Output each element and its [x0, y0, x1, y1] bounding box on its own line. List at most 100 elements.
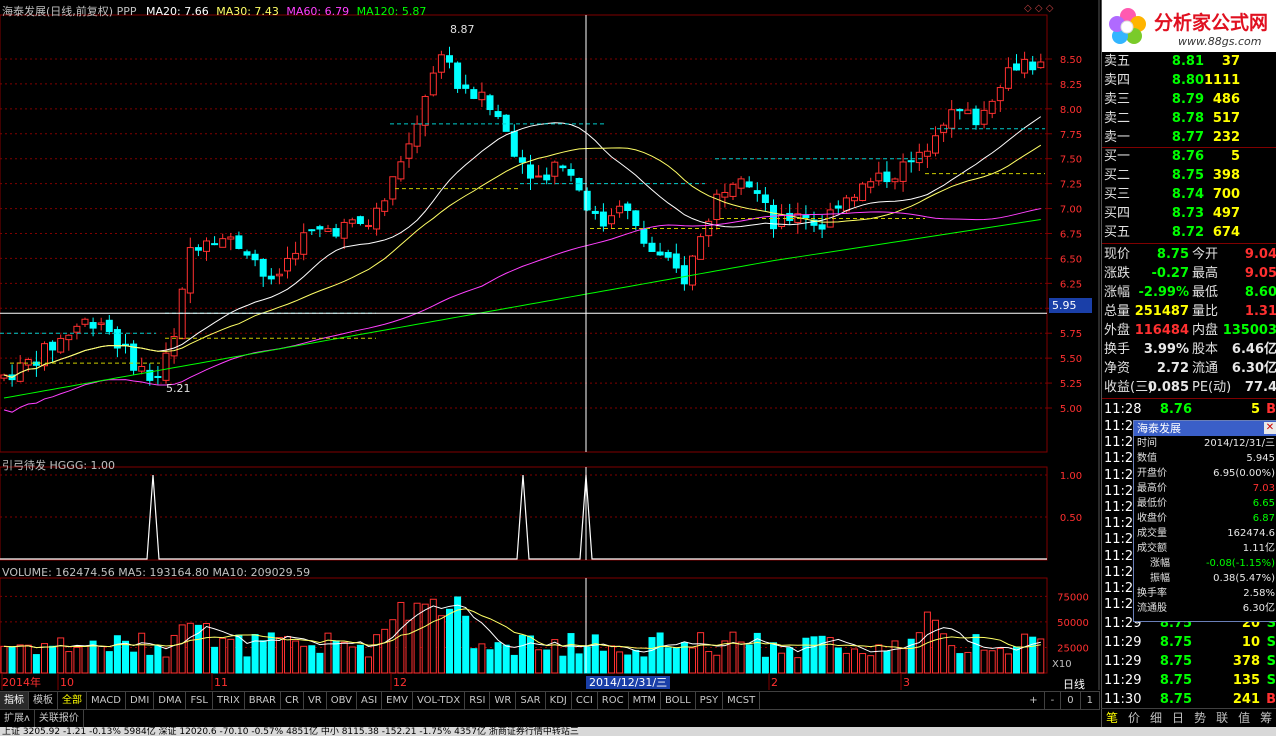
- ext-tab-1[interactable]: 关联报价: [35, 710, 84, 727]
- right-tab-2[interactable]: 细: [1150, 711, 1163, 725]
- popup-title-bar[interactable]: 海泰发展 ✕: [1134, 421, 1276, 436]
- volume-bar: [867, 655, 875, 674]
- toolbar-tab-4[interactable]: DMI: [126, 692, 155, 709]
- price-axis-label: 5.00: [1060, 404, 1082, 415]
- toolbar-tab-13[interactable]: EMV: [382, 692, 413, 709]
- candle-body: [275, 273, 283, 277]
- tick-row-partial: 11:2: [1104, 435, 1275, 451]
- toolbar-tab-6[interactable]: FSL: [186, 692, 213, 709]
- order-label: 卖一: [1104, 130, 1131, 145]
- toolbar-tab-20[interactable]: ROC: [598, 692, 629, 709]
- volume-bar: [591, 634, 599, 674]
- volume-bar: [73, 646, 81, 674]
- popup-label: 最低价: [1137, 498, 1167, 509]
- candle-body: [203, 240, 210, 252]
- price-axis-label: 5.25: [1060, 379, 1082, 390]
- toolbar-zoom-1[interactable]: -: [1045, 692, 1062, 709]
- candle-body: [186, 247, 194, 294]
- candle-body: [462, 84, 470, 89]
- toolbar-tab-1[interactable]: 模板: [29, 692, 58, 709]
- popup-label: 时间: [1137, 438, 1157, 449]
- toolbar-tab-19[interactable]: CCI: [572, 692, 598, 709]
- divider: [1102, 147, 1276, 148]
- right-tab-7[interactable]: 筹: [1260, 711, 1273, 725]
- volume-bar: [818, 635, 826, 674]
- quote-label: 涨幅: [1104, 285, 1131, 300]
- kline-chart[interactable]: 8.50 8.25 8.00 7.75 7.50 7.25 7.00 6.75 6.50 6.25…: [0, 0, 1100, 690]
- volume-bar: [1004, 653, 1012, 674]
- volume-bar: [559, 655, 567, 674]
- right-tab-4[interactable]: 势: [1194, 711, 1207, 725]
- quote-value: 251487: [1134, 304, 1189, 319]
- volume-bar: [907, 638, 915, 674]
- toolbar-tab-8[interactable]: BRAR: [245, 692, 281, 709]
- candle-body: [65, 334, 73, 341]
- tick-volume: 135: [1232, 673, 1260, 688]
- volume-bar: [89, 640, 97, 674]
- right-tab-6[interactable]: 值: [1238, 711, 1251, 725]
- toolbar-tab-5[interactable]: DMA: [154, 692, 187, 709]
- quote-label: 内盘: [1192, 323, 1219, 338]
- toolbar-tab-23[interactable]: PSY: [696, 692, 724, 709]
- right-tab-1[interactable]: 价: [1128, 711, 1141, 725]
- candle-body: [267, 275, 275, 280]
- toolbar-tab-18[interactable]: KDJ: [546, 692, 572, 709]
- toolbar-tab-9[interactable]: CR: [281, 692, 304, 709]
- candle-body: [57, 337, 65, 353]
- ext-tab-0[interactable]: 扩展ʌ: [0, 710, 35, 727]
- volume-bar: [899, 648, 907, 674]
- candle-body: [851, 196, 858, 202]
- toolbar-tab-14[interactable]: VOL-TDX: [413, 692, 466, 709]
- volume-bar: [672, 647, 680, 674]
- window-controls[interactable]: ◇ ◇ ◇: [1024, 3, 1054, 14]
- order-label: 买三: [1104, 187, 1131, 202]
- tick-time: 11:30: [1104, 692, 1142, 707]
- tick-time: 11:29: [1104, 635, 1142, 650]
- toolbar-zoom-2[interactable]: 0: [1061, 692, 1081, 709]
- toolbar-tab-2[interactable]: 全部: [58, 692, 87, 709]
- toolbar-tab-7[interactable]: TRIX: [213, 692, 245, 709]
- price-axis-label: 6.75: [1060, 230, 1082, 241]
- popup-row: 收盘价 6.87: [1134, 511, 1275, 526]
- quote-label: 流通: [1192, 361, 1219, 376]
- toolbar-tab-11[interactable]: OBV: [327, 692, 357, 709]
- extension-toolbar: 扩展ʌ 关联报价: [0, 709, 1100, 727]
- tick-side: S: [1266, 616, 1276, 631]
- volume-bar: [729, 631, 737, 674]
- toolbar-tab-22[interactable]: BOLL: [661, 692, 696, 709]
- candle-body: [883, 171, 891, 183]
- quote-value: 116484: [1134, 323, 1189, 338]
- volume-bar: [81, 645, 89, 674]
- toolbar-tab-10[interactable]: VR: [304, 692, 327, 709]
- tick-volume: 378: [1232, 654, 1260, 669]
- toolbar-tab-15[interactable]: RSI: [465, 692, 491, 709]
- tick-price: 8.75: [1159, 692, 1192, 707]
- toolbar-tab-17[interactable]: SAR: [516, 692, 546, 709]
- right-tab-3[interactable]: 日: [1172, 711, 1185, 725]
- toolbar-tab-0[interactable]: 指标: [0, 692, 29, 709]
- volume-bar: [948, 645, 956, 674]
- volume-bar: [389, 619, 397, 674]
- quote-row: 涨幅 -2.99% 最低 8.60: [1104, 283, 1276, 302]
- tick-row: 11:30 8.75 241 B: [1104, 690, 1276, 709]
- candle-body: [308, 229, 316, 232]
- toolbar-tab-24[interactable]: MCST: [723, 692, 761, 709]
- popup-row: 最低价 6.65: [1134, 496, 1275, 511]
- toolbar-tab-3[interactable]: MACD: [87, 692, 126, 709]
- candle-body: [559, 165, 567, 169]
- quote-value: 9.05: [1244, 266, 1276, 281]
- toolbar-tab-16[interactable]: WR: [490, 692, 517, 709]
- toolbar-zoom-3[interactable]: 1: [1081, 692, 1100, 709]
- volume-bar: [940, 633, 948, 674]
- volume-bar: [648, 637, 656, 674]
- right-tab-5[interactable]: 联: [1216, 711, 1229, 725]
- close-icon[interactable]: ✕: [1264, 422, 1276, 434]
- right-tab-0[interactable]: 笔: [1106, 711, 1119, 725]
- toolbar-tab-12[interactable]: ASI: [357, 692, 383, 709]
- quote-value: 8.60: [1244, 285, 1276, 300]
- toolbar-tab-21[interactable]: MTM: [629, 692, 661, 709]
- toolbar-zoom-0[interactable]: +: [1023, 692, 1045, 709]
- chart-area[interactable]: 8.50 8.25 8.00 7.75 7.50 7.25 7.00 6.75 6.50 6.25…: [0, 0, 1100, 691]
- candle-body: [567, 169, 575, 176]
- quote-value: 2.72: [1156, 361, 1189, 376]
